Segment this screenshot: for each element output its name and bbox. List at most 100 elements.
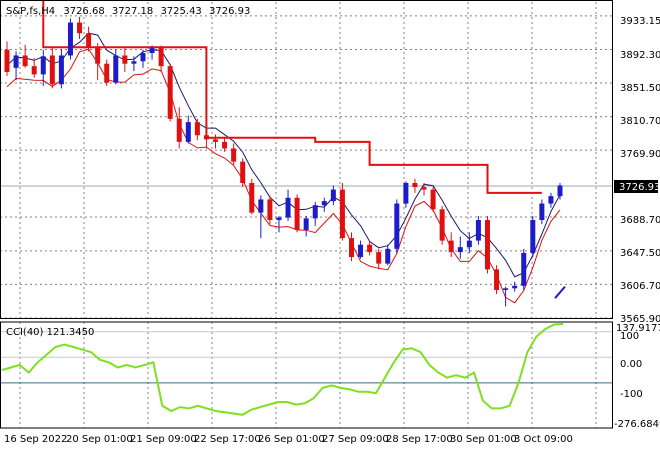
candle[interactable] [77,16,83,40]
candle-body [249,182,255,213]
candle[interactable] [203,129,209,149]
candle[interactable] [448,232,454,258]
candle[interactable] [348,232,354,262]
candle[interactable] [222,136,228,152]
candle[interactable] [521,248,527,290]
candle[interactable] [457,236,463,259]
candle[interactable] [376,248,382,270]
candle-body [339,189,345,239]
candle[interactable] [430,187,436,212]
candle-body [539,203,545,221]
candle[interactable] [466,232,472,253]
slow-moving-average-line [6,32,561,278]
candle[interactable] [267,196,273,225]
candle[interactable] [4,41,10,77]
candle-body [494,269,500,290]
candle[interactable] [86,26,92,52]
candle-body [185,122,191,142]
candle[interactable] [321,197,327,212]
candle-body [348,238,354,258]
candle[interactable] [539,199,545,225]
candle-body [13,55,19,68]
candle[interactable] [503,286,509,307]
candle-body [430,189,436,210]
candle[interactable] [31,57,37,78]
candle[interactable] [194,118,200,141]
cci-level-label: 100 [620,331,639,342]
candle[interactable] [484,215,490,274]
candle[interactable] [530,215,536,258]
candle[interactable] [439,206,445,245]
candle[interactable] [394,199,400,253]
candle[interactable] [330,185,336,206]
candle[interactable] [140,49,146,68]
price-axis: 3933.15 3892.30 3851.50 3810.70 3769.90 … [620,16,660,325]
candle-body [285,197,291,218]
candle[interactable] [421,182,427,196]
candle[interactable] [231,143,237,165]
candle[interactable] [385,244,391,266]
candle[interactable] [149,45,155,60]
candle[interactable] [113,49,119,85]
candle-body [67,22,73,56]
time-tick: 30 Sep 01:00 [450,434,517,445]
candle[interactable] [312,201,318,226]
candle[interactable] [548,192,554,208]
candle-body [330,189,336,202]
candle[interactable] [358,240,364,259]
candle[interactable] [122,47,128,72]
candle[interactable] [294,194,300,233]
candle[interactable] [40,49,46,86]
candle[interactable] [95,43,101,81]
candle[interactable] [213,134,219,149]
candle-body [412,182,418,188]
candle[interactable] [249,178,255,215]
candle[interactable] [339,182,345,241]
candle-body [158,48,164,67]
price-panel-frame [0,0,613,319]
fast-moving-average-line [6,48,561,304]
candle-body [448,240,454,253]
candle[interactable] [176,107,182,149]
candle-body [104,63,110,83]
candle[interactable] [131,56,137,72]
candle-body [548,196,554,204]
candle[interactable] [49,47,55,89]
candle[interactable] [276,215,282,233]
candle[interactable] [258,195,264,239]
candlestick-series[interactable] [4,16,563,307]
candle[interactable] [67,18,73,60]
candle[interactable] [475,215,481,245]
candle[interactable] [512,281,518,292]
candle[interactable] [494,265,500,295]
candle[interactable] [367,240,373,256]
chart-title: S&P,fs,H4 3726.68 3727.18 3725.43 3726.9… [6,6,250,17]
candle[interactable] [58,48,64,89]
candle[interactable] [104,59,110,86]
candle[interactable] [240,158,246,188]
candle[interactable] [285,189,291,221]
candle[interactable] [185,115,191,144]
candle[interactable] [303,215,309,237]
candle-body [40,56,46,75]
candle[interactable] [557,182,563,200]
candle-body [385,248,391,264]
candle-body [122,55,128,64]
candle[interactable] [158,45,164,72]
candle[interactable] [167,63,173,122]
candle[interactable] [403,181,409,208]
price-tick: 3769.90 [620,149,660,160]
price-tick: 3810.70 [620,116,660,127]
candle-body [321,201,327,206]
open-value: 3726.68 [63,6,104,17]
candle[interactable] [412,178,418,193]
high-value: 3727.18 [112,6,153,17]
cci-line [1,323,564,416]
candle-body [113,55,119,83]
candle-body [530,220,536,253]
candle-body [149,48,155,54]
candle[interactable] [22,44,28,68]
candle[interactable] [13,51,19,81]
